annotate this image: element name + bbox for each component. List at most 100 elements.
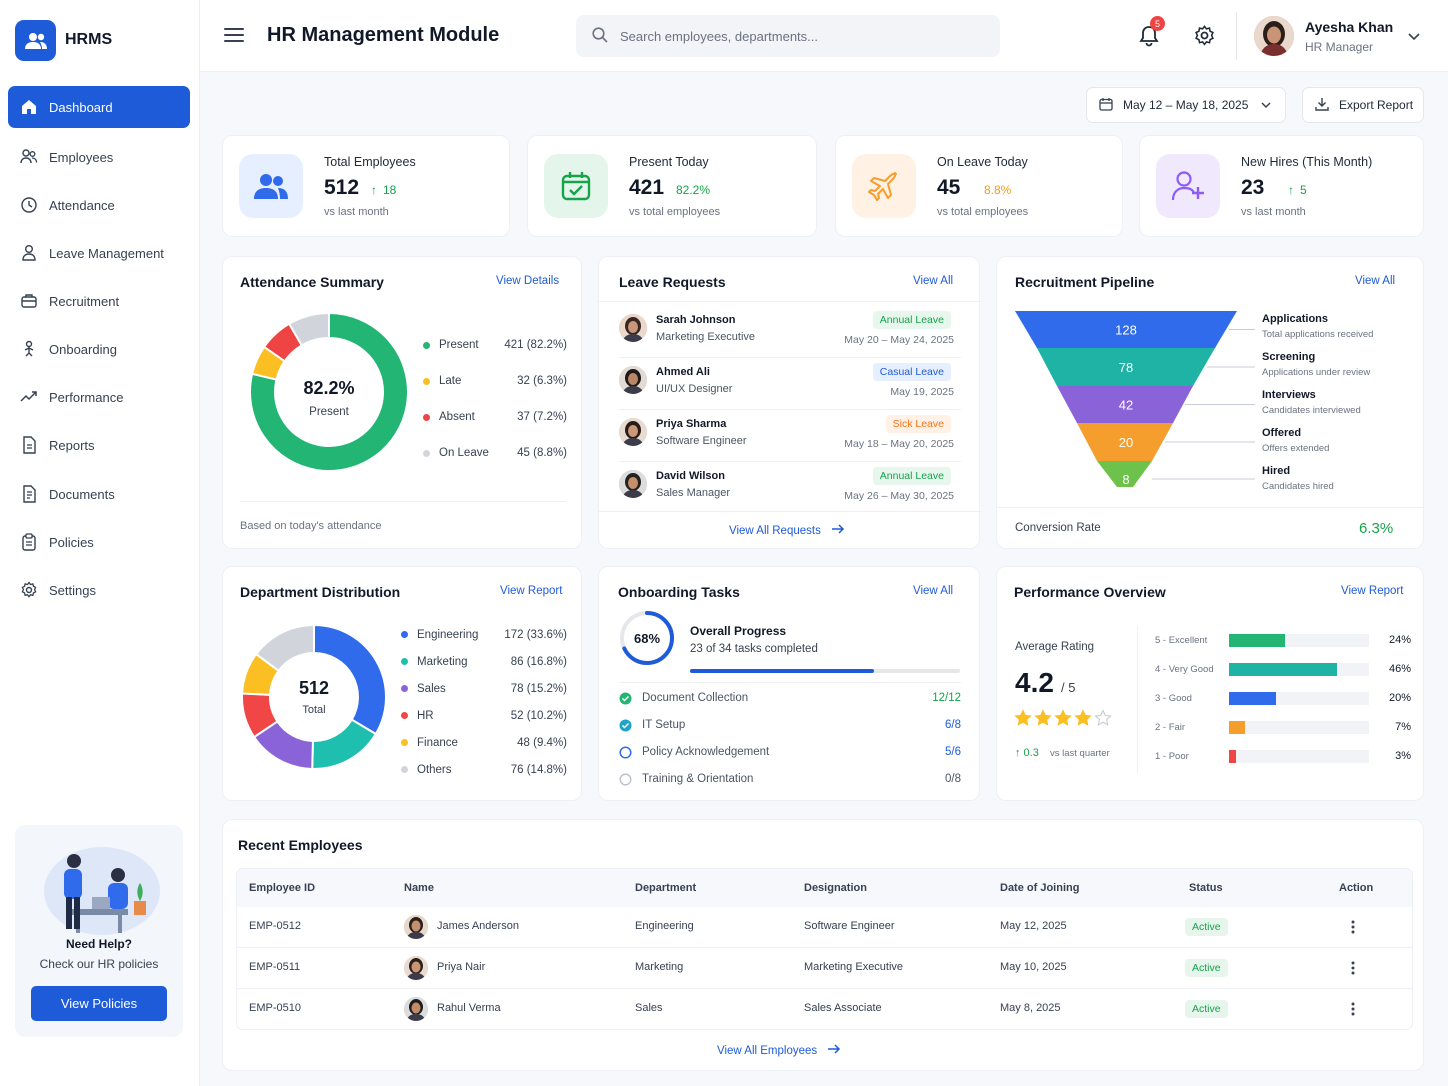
star-filled-icon [1034,709,1052,730]
department-view-report-link[interactable]: View Report [500,585,563,597]
check-circle-icon [619,719,632,732]
legend-item: Finance 48 (9.4%) [401,729,567,756]
stat-delta-wrap: 8.8% [984,183,1011,197]
leave-employee-name: Ahmed Ali [656,366,710,378]
sidebar-item-label: Performance [49,389,124,405]
briefcase-icon [20,292,38,310]
onboarding-task[interactable]: Training & Orientation 0/8 [619,768,961,790]
more-options-icon[interactable] [1351,961,1355,978]
recruitment-funnel: 128 78 42 20 8 [1015,311,1255,487]
leave-dates: May 19, 2025 [890,386,954,398]
view-all-requests-link[interactable]: View All Requests [729,524,845,537]
table-row[interactable]: EMP-0510 Rahul Verma Sales Sales Associate M… [237,989,1412,1030]
more-options-icon[interactable] [1351,1002,1355,1019]
legend-label: On Leave [439,447,489,459]
users-icon [20,148,38,166]
legend-label: Engineering [417,628,479,641]
onboarding-task[interactable]: IT Setup 6/8 [619,714,961,736]
notification-badge: 5 [1150,16,1165,31]
page-title: HR Management Module [267,24,500,46]
legend-item: HR 52 (10.2%) [401,702,567,729]
funnel-stage-desc: Offers extended [1262,443,1330,454]
rating-bar-percent: 46% [1388,663,1411,675]
stat-value: 421 [629,176,665,199]
funnel-stage-value: 20 [1119,435,1133,450]
stat-card-on-leave-today: On Leave Today 45 8.8% vs total employees [835,135,1123,237]
onboarding-view-all-link[interactable]: View All [913,585,954,597]
sidebar-item-recruitment[interactable]: Recruitment [8,280,190,322]
leave-employee-role: Marketing Executive [656,331,756,343]
legend-item: Late 32 (6.3%) [423,363,567,399]
onboarding-progress-track [690,669,960,673]
avatar [619,314,647,342]
leave-dates: May 26 – May 30, 2025 [844,490,954,502]
clipboard-icon [20,533,38,551]
legend-value: 86 (16.8%) [510,655,567,668]
export-report-button[interactable]: Export Report [1302,87,1424,123]
onboarding-task[interactable]: Document Collection 12/12 [619,687,961,709]
sidebar-item-documents[interactable]: Documents [8,473,190,515]
attendance-summary-card: Attendance Summary View Details 82.2% Pr… [222,256,582,549]
search-icon [592,26,608,46]
status-badge: Active [1185,959,1228,977]
sidebar-item-label: Recruitment [49,293,120,309]
sidebar-item-label: Attendance [49,197,115,213]
attendance-slice-present [249,314,409,472]
onboarding-progress-sub: 23 of 34 tasks completed [690,643,818,655]
sidebar-item-performance[interactable]: Performance [8,376,190,418]
divider [619,461,961,462]
legend-dot [401,631,408,638]
view-policies-button[interactable]: View Policies [31,986,167,1021]
legend-label: Absent [439,411,475,423]
chevron-down-icon[interactable] [1408,30,1420,44]
sidebar-item-leave-management[interactable]: Leave Management [8,232,190,274]
rating-bar-percent: 7% [1395,721,1411,733]
stat-value: 45 [937,176,961,199]
leave-request-row[interactable]: Priya Sharma Software Engineer Sick Leave M… [599,413,981,462]
sidebar-item-settings[interactable]: Settings [8,569,190,611]
sidebar-item-reports[interactable]: Reports [8,424,190,466]
rating-bar-percent: 20% [1388,692,1411,704]
user-avatar[interactable] [1254,16,1294,56]
leave-view-all-link[interactable]: View All [913,275,954,287]
department-slice-engineering [313,623,387,736]
legend-dot [423,413,430,421]
more-options-icon[interactable] [1351,920,1355,937]
sidebar-item-onboarding[interactable]: Onboarding [8,328,190,370]
table-row[interactable]: EMP-0511 Priya Nair Marketing Marketing Exe… [237,948,1412,989]
leave-type-badge: Annual Leave [872,467,951,485]
menu-icon[interactable] [224,27,244,46]
onboarding-task[interactable]: Policy Acknowledgement 5/6 [619,741,961,763]
conversion-rate-label: Conversion Rate [1015,522,1101,534]
employee-joining-date: May 8, 2025 [1000,1002,1061,1014]
legend-label: Sales [417,682,446,695]
view-all-employees-link[interactable]: View All Employees [717,1044,841,1057]
sidebar-item-dashboard[interactable]: Dashboard [8,86,190,128]
gear-icon[interactable] [1193,24,1216,50]
leave-type-badge: Casual Leave [872,363,951,381]
sidebar-item-policies[interactable]: Policies [8,521,190,563]
onboarding-progress-title: Overall Progress [690,624,787,638]
legend-item: Absent 37 (7.2%) [423,399,567,435]
search-input[interactable] [620,28,980,44]
document-icon [20,485,38,503]
table-row[interactable]: EMP-0512 James Anderson Engineering Softwar… [237,907,1412,948]
divider [599,301,981,302]
sidebar-item-employees[interactable]: Employees [8,136,190,178]
performance-view-report-link[interactable]: View Report [1341,585,1404,597]
leave-request-row[interactable]: Ahmed Ali UI/UX Designer Casual Leave May 1… [599,361,981,410]
date-range-picker[interactable]: May 12 – May 18, 2025 [1086,87,1286,123]
sidebar-item-attendance[interactable]: Attendance [8,184,190,226]
table-column-header: Designation [804,882,867,894]
employee-department: Marketing [635,961,684,973]
table-column-header: Date of Joining [1000,882,1080,894]
legend-dot [423,449,430,457]
leave-request-row[interactable]: Sarah Johnson Marketing Executive Annual L… [599,309,981,358]
employee-name: Rahul Verma [437,1002,501,1014]
leave-request-row[interactable]: David Wilson Sales Manager Annual Leave May… [599,465,981,513]
stat-card-total-employees: Total Employees 512 ↑ 18 vs last month [222,135,510,237]
department-slice-others [254,623,315,673]
funnel-stage-hired [1097,461,1152,487]
view-details-link[interactable]: View Details [496,275,560,287]
recruitment-view-all-link[interactable]: View All [1355,275,1396,287]
